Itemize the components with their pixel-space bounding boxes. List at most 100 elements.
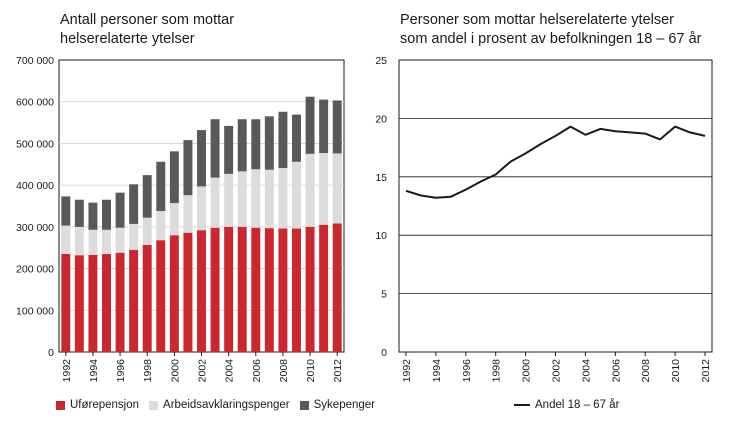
y-tick-label-right: 10	[375, 230, 387, 242]
bar-arbeidsavklaringspenger-2003	[210, 177, 220, 228]
bar-uforepensjon-2007	[264, 228, 274, 352]
bar-uforepensjon-1998	[142, 244, 152, 352]
bar-uforepensjon-1994	[88, 254, 98, 352]
bar-uforepensjon-2005	[237, 226, 247, 352]
bar-sykepenger-1994	[88, 202, 98, 230]
x-tick-label-right: 1994	[431, 359, 443, 383]
bar-arbeidsavklaringspenger-1994	[88, 229, 98, 255]
y-tick-label-left: 100 000	[16, 305, 54, 317]
x-tick-label-right: 1998	[491, 359, 503, 383]
bar-sykepenger-2003	[210, 119, 220, 178]
bar-uforepensjon-2003	[210, 227, 220, 352]
bar-arbeidsavklaringspenger-1993	[74, 226, 84, 256]
x-tick-label-left: 2008	[278, 359, 290, 383]
bar-arbeidsavklaringspenger-2000	[169, 203, 179, 236]
bar-uforepensjon-2006	[251, 227, 261, 352]
x-tick-label-right: 2004	[580, 359, 592, 383]
y-tick-label-left: 500 000	[16, 138, 54, 150]
bar-uforepensjon-1999	[156, 240, 166, 352]
legend-label-arbeidsavklaringspenger: Arbeidsavklaringspenger	[163, 399, 290, 411]
x-tick-label-left: 1998	[142, 359, 154, 383]
legend-right: Andel 18 – 67 år	[514, 399, 629, 411]
bar-sykepenger-2000	[169, 151, 179, 204]
bar-arbeidsavklaringspenger-2004	[224, 173, 234, 227]
x-tick-label-right: 2000	[521, 359, 533, 383]
bar-arbeidsavklaringspenger-1999	[156, 211, 166, 241]
legend-swatch-sykepenger	[299, 400, 309, 410]
x-tick-label-right: 2010	[670, 359, 682, 383]
legend-label-uforepensjon: Uførepensjon	[70, 399, 140, 411]
x-tick-label-right: 2008	[640, 359, 652, 383]
bar-sykepenger-1998	[142, 175, 152, 218]
y-tick-label-left: 700 000	[16, 55, 54, 67]
bar-arbeidsavklaringspenger-1996	[115, 227, 125, 253]
y-tick-label-left: 200 000	[16, 264, 54, 276]
legend-label-andel: Andel 18 – 67 år	[535, 399, 620, 411]
bar-sykepenger-2004	[224, 125, 234, 174]
bar-uforepensjon-2009	[292, 228, 301, 352]
legend-left: Uførepensjon Arbeidsavklaringspenger Syk…	[56, 399, 385, 411]
x-tick-label-left: 2000	[169, 359, 181, 383]
bar-uforepensjon-2010	[305, 226, 315, 352]
bar-arbeidsavklaringspenger-2007	[264, 169, 274, 229]
y-tick-label-right: 20	[375, 113, 387, 125]
y-tick-label-right: 0	[381, 347, 387, 359]
series-line-andel-18-67-ar	[405, 125, 706, 199]
bar-uforepensjon-1996	[115, 252, 125, 352]
bar-arbeidsavklaringspenger-1997	[129, 223, 139, 250]
x-tick-label-left: 2006	[251, 359, 263, 383]
bar-uforepensjon-1992	[61, 253, 71, 352]
legend-item-uforepensjon: Uførepensjon	[56, 399, 139, 411]
y-tick-label-right: 15	[375, 172, 387, 184]
chart-title-right: Personer som mottar helserelaterte ytels…	[400, 12, 702, 47]
legend-label-sykepenger: Sykepenger	[313, 399, 375, 411]
bar-arbeidsavklaringspenger-2012	[332, 153, 342, 224]
bar-sykepenger-2012	[332, 100, 342, 154]
x-tick-label-right: 2006	[610, 359, 622, 383]
legend-swatch-arbeidsavklaringspenger	[149, 400, 159, 410]
bar-arbeidsavklaringspenger-2006	[251, 169, 261, 228]
bar-uforepensjon-2012	[332, 223, 342, 352]
bar-sykepenger-1997	[129, 184, 139, 224]
bar-sykepenger-2005	[237, 119, 247, 172]
y-tick-label-right: 25	[375, 55, 387, 67]
x-tick-label-right: 1992	[401, 359, 413, 383]
bar-sykepenger-1999	[156, 161, 166, 212]
bar-sykepenger-1992	[61, 196, 71, 226]
legend-item-arbeidsavklaringspenger: Arbeidsavklaringspenger	[149, 399, 290, 411]
bar-uforepensjon-2011	[319, 224, 329, 352]
bar-sykepenger-2010	[305, 96, 315, 154]
x-tick-label-left: 2010	[305, 359, 317, 383]
bar-arbeidsavklaringspenger-1992	[61, 225, 71, 254]
bar-uforepensjon-2008	[278, 228, 288, 352]
legend-item-sykepenger: Sykepenger	[299, 399, 375, 411]
bar-sykepenger-2001	[183, 140, 193, 196]
plot-frame-right	[398, 59, 713, 353]
x-tick-label-left: 2004	[224, 359, 236, 383]
x-tick-label-left: 1996	[115, 359, 127, 383]
bar-arbeidsavklaringspenger-2010	[305, 153, 315, 227]
y-tick-label-right: 5	[381, 289, 387, 301]
legend-line-andel	[514, 404, 530, 406]
bar-uforepensjon-2000	[169, 235, 179, 352]
bar-arbeidsavklaringspenger-2009	[292, 161, 301, 229]
bar-sykepenger-2002	[197, 130, 206, 187]
bar-uforepensjon-1997	[129, 249, 139, 352]
bar-arbeidsavklaringspenger-2008	[278, 168, 288, 229]
y-tick-label-left: 0	[48, 347, 54, 359]
bar-sykepenger-1993	[74, 199, 84, 227]
bar-sykepenger-1995	[102, 199, 111, 230]
chart-title-left: Antall personer som mottar helserelatert…	[60, 12, 235, 47]
bar-arbeidsavklaringspenger-2011	[319, 153, 329, 225]
x-tick-label-right: 2012	[700, 359, 712, 383]
bar-sykepenger-2008	[278, 111, 288, 169]
y-tick-label-left: 300 000	[16, 222, 54, 234]
bar-uforepensjon-2001	[183, 232, 193, 352]
x-tick-label-left: 1994	[88, 359, 100, 383]
bar-uforepensjon-1995	[102, 253, 111, 352]
x-tick-label-left: 1992	[61, 359, 73, 383]
bar-sykepenger-2006	[251, 119, 261, 170]
bar-uforepensjon-1993	[74, 255, 84, 352]
legend-item-andel: Andel 18 – 67 år	[514, 399, 619, 411]
